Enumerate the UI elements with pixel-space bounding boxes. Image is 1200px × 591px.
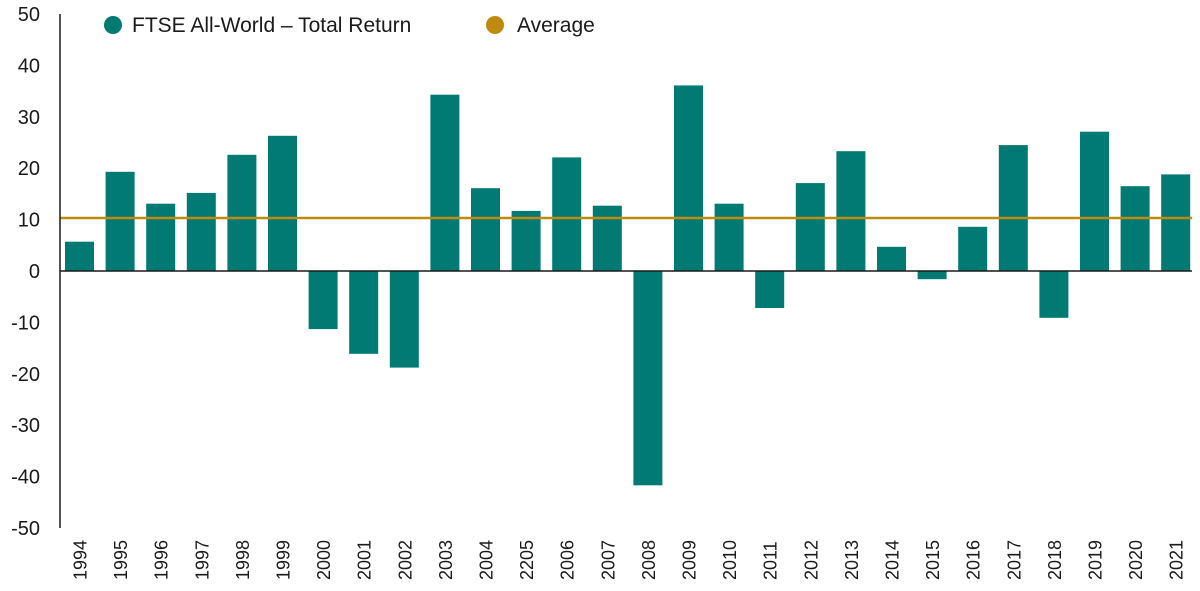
x-tick-label: 2018 (1045, 540, 1065, 580)
x-tick-label: 2014 (883, 540, 903, 580)
x-axis-ticks: 1994 1995 1996 1997 1998 1999 2000 2001 2002 2003… (71, 540, 1187, 580)
y-tick-label: 10 (18, 210, 40, 232)
x-tick-label: 1999 (274, 540, 294, 580)
x-tick-label: 2016 (964, 540, 984, 580)
x-tick-label: 2009 (680, 540, 700, 580)
bar-1997 (186, 192, 216, 271)
bar-2011 (755, 271, 785, 308)
x-tick-label: 1998 (233, 540, 253, 580)
x-tick-label: 2002 (395, 540, 415, 580)
legend-label-average: Average (517, 14, 595, 37)
x-tick-label: 2008 (639, 540, 659, 580)
legend-label-series: FTSE All-World – Total Return (132, 14, 411, 37)
x-tick-label: 1997 (192, 540, 212, 580)
x-tick-label: 2011 (761, 541, 781, 580)
x-tick-label: 2004 (477, 540, 497, 580)
x-tick-label: 2000 (314, 540, 334, 580)
x-tick-label: 1996 (152, 540, 172, 580)
bar-2003 (430, 94, 460, 271)
y-tick-label: 40 (18, 55, 40, 77)
bar-2016 (958, 226, 988, 271)
bar-2013 (836, 151, 866, 271)
y-axis-ticks: 50 40 30 20 10 0 -10 -20 -30 -40 -50 (11, 4, 40, 540)
y-tick-label: 0 (29, 261, 40, 283)
bar-2001 (349, 271, 379, 354)
y-tick-label: 20 (18, 158, 40, 180)
bar-2015 (917, 271, 947, 280)
x-tick-label: 2021 (1167, 540, 1187, 580)
x-tick-label: 2001 (355, 540, 375, 580)
x-tick-label: 2006 (558, 540, 578, 580)
bar-2018 (1039, 271, 1069, 318)
legend-marker-average (486, 16, 504, 34)
bar-2004 (471, 188, 500, 271)
bars-group (65, 85, 1191, 486)
y-tick-label: -50 (11, 518, 40, 540)
bar-2002 (389, 271, 419, 368)
bar-1995 (105, 171, 135, 271)
y-tick-label: 30 (18, 107, 40, 129)
x-tick-label: 2010 (720, 540, 740, 580)
bar-2007 (592, 205, 622, 271)
y-tick-label: -30 (11, 415, 40, 437)
x-tick-label: 2007 (598, 540, 618, 580)
bar-2009 (674, 85, 703, 272)
bar-2019 (1080, 131, 1109, 271)
x-tick-label: 2012 (801, 540, 821, 580)
x-tick-label: 2020 (1126, 540, 1146, 580)
bar-2006 (552, 157, 582, 271)
x-tick-label: 2205 (517, 540, 537, 580)
bar-1998 (227, 154, 257, 271)
bar-2000 (308, 271, 338, 330)
bar-2014 (877, 246, 906, 271)
x-tick-label: 2013 (842, 540, 862, 580)
bar-1994 (65, 241, 94, 271)
y-tick-label: 50 (18, 4, 40, 26)
bar-2008 (633, 271, 663, 486)
x-tick-label: 2015 (923, 540, 943, 580)
bar-2205 (511, 210, 541, 271)
legend: FTSE All-World – Total Return Average (104, 14, 595, 37)
x-tick-label: 1995 (111, 540, 131, 580)
bar-2017 (998, 145, 1028, 271)
x-tick-label: 1994 (71, 540, 91, 580)
y-tick-label: -20 (11, 364, 40, 386)
bar-2012 (795, 183, 825, 271)
legend-marker-series (104, 16, 122, 34)
x-tick-label: 2019 (1086, 540, 1106, 580)
y-tick-label: -10 (11, 312, 40, 334)
bar-1999 (268, 135, 297, 271)
x-tick-label: 2017 (1004, 540, 1024, 580)
bar-1996 (146, 203, 176, 271)
bar-2020 (1120, 186, 1150, 271)
x-tick-label: 2003 (436, 540, 456, 580)
bar-2010 (714, 203, 744, 271)
bar-2021 (1161, 174, 1191, 271)
y-tick-label: -40 (11, 467, 40, 489)
